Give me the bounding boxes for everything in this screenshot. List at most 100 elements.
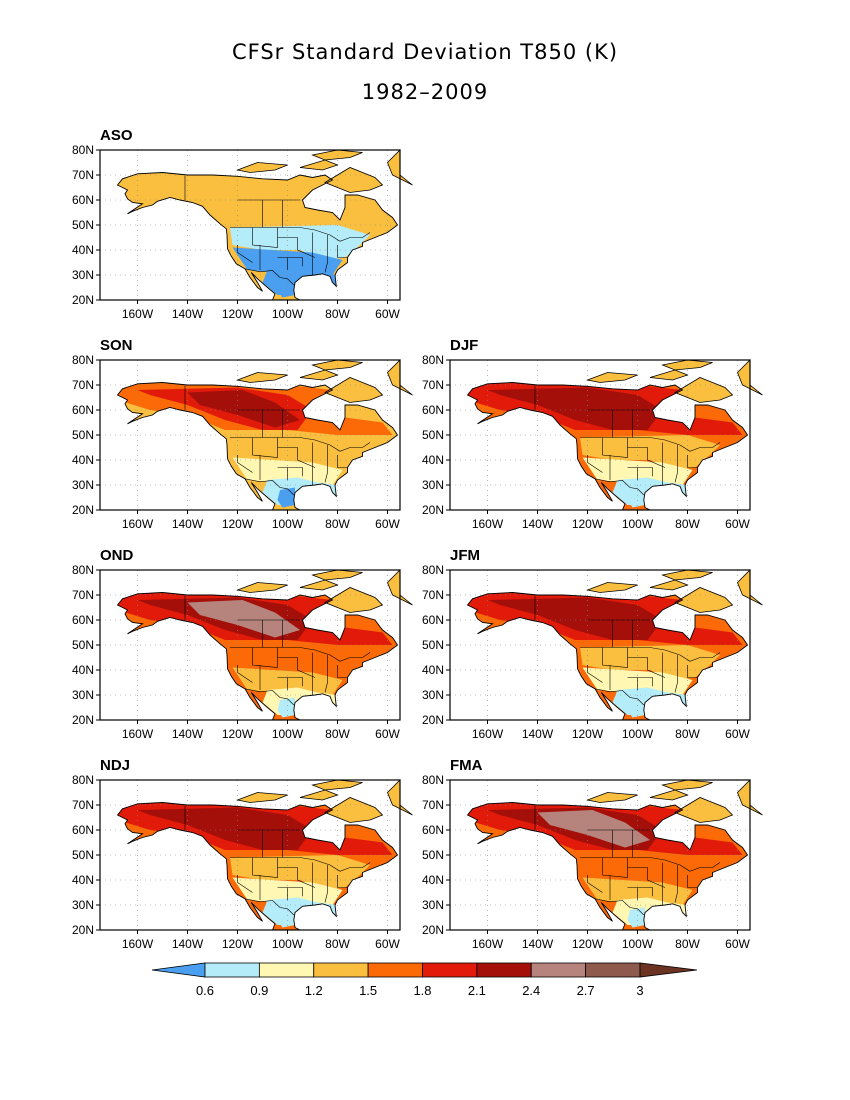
lat-tick-label: 30N xyxy=(422,688,444,702)
lat-tick-label: 50N xyxy=(422,638,444,652)
lon-tick-label: 60W xyxy=(375,307,400,321)
map-panel-fma: FMA 80N 70N 60N 50N 40N 30N 20N 160W 140W 120W 100W… xyxy=(422,757,763,951)
lon-tick-label: 140W xyxy=(172,937,204,951)
lon-tick-label: 120W xyxy=(222,937,254,951)
lon-tick-label: 120W xyxy=(222,517,254,531)
colorbar-swatch xyxy=(258,962,315,978)
colorbar-swatch xyxy=(530,962,587,978)
boundaries xyxy=(466,359,763,511)
lat-tick-label: 50N xyxy=(72,848,94,862)
lon-tick-label: 120W xyxy=(572,727,604,741)
lon-tick-label: 80W xyxy=(675,727,700,741)
panel-label: FMA xyxy=(450,757,483,774)
lon-tick-label: 140W xyxy=(172,727,204,741)
lat-tick-label: 80N xyxy=(422,563,444,577)
boundaries xyxy=(116,569,413,721)
colorbar-level-label: 1.5 xyxy=(359,983,377,998)
std-field xyxy=(117,360,413,510)
lat-tick-label: 60N xyxy=(72,193,94,207)
lon-tick-label: 120W xyxy=(222,727,254,741)
colorbar-level-label: 0.6 xyxy=(196,983,214,998)
lon-tick-label: 160W xyxy=(122,727,154,741)
lon-tick-label: 60W xyxy=(725,517,750,531)
lon-tick-label: 140W xyxy=(522,727,554,741)
panel-label: ASO xyxy=(100,127,133,144)
lat-tick-label: 60N xyxy=(422,403,444,417)
graticule xyxy=(450,570,750,720)
lon-tick-label: 160W xyxy=(122,937,154,951)
boundaries xyxy=(116,359,413,511)
lat-tick-label: 40N xyxy=(422,663,444,677)
lat-tick-label: 20N xyxy=(72,503,94,517)
lat-tick-label: 30N xyxy=(72,268,94,282)
lat-tick-label: 60N xyxy=(72,403,94,417)
lon-tick-label: 100W xyxy=(272,727,304,741)
lon-tick-label: 160W xyxy=(472,517,504,531)
lon-tick-label: 60W xyxy=(375,517,400,531)
lon-tick-label: 160W xyxy=(472,727,504,741)
colorbar-swatch xyxy=(313,962,369,978)
lon-tick-label: 160W xyxy=(122,307,154,321)
lat-tick-label: 50N xyxy=(422,428,444,442)
lat-tick-label: 70N xyxy=(422,798,444,812)
colorbar-level-label: 3 xyxy=(636,983,643,998)
lon-tick-label: 100W xyxy=(622,937,654,951)
lat-tick-label: 50N xyxy=(72,638,94,652)
lat-tick-label: 40N xyxy=(72,663,94,677)
colorbar-level-label: 2.7 xyxy=(577,983,595,998)
boundaries xyxy=(116,149,413,301)
figure-subtitle: 1982–2009 xyxy=(361,80,489,104)
panel-label: JFM xyxy=(450,547,480,564)
lat-tick-label: 80N xyxy=(72,563,94,577)
lat-tick-label: 60N xyxy=(72,823,94,837)
map-panel-ndj: NDJ 80N 70N 60N 50N 40N 30N 20N 160W 140W 120W 100W… xyxy=(72,757,413,951)
lat-tick-label: 40N xyxy=(422,453,444,467)
lat-tick-label: 40N xyxy=(72,243,94,257)
boundaries xyxy=(116,779,413,931)
lat-tick-label: 50N xyxy=(72,428,94,442)
lat-tick-label: 80N xyxy=(72,143,94,157)
lat-tick-label: 30N xyxy=(72,898,94,912)
std-field xyxy=(467,570,763,720)
map-panel-jfm: JFM 80N 70N 60N 50N 40N 30N 20N 160W 140W 120W 100W… xyxy=(422,547,763,741)
lat-tick-label: 20N xyxy=(72,923,94,937)
lat-tick-label: 80N xyxy=(72,773,94,787)
lat-tick-label: 70N xyxy=(422,588,444,602)
lon-tick-label: 100W xyxy=(272,307,304,321)
lon-tick-label: 80W xyxy=(325,307,350,321)
lon-tick-label: 60W xyxy=(375,727,400,741)
lon-tick-label: 140W xyxy=(522,937,554,951)
figure-title: CFSr Standard Deviation T850 (K) xyxy=(231,40,619,64)
colorbar-level-label: 1.8 xyxy=(413,983,431,998)
colorbar-swatch xyxy=(585,962,641,978)
lat-tick-label: 60N xyxy=(422,823,444,837)
colorbar: 0.6 0.9 1.2 1.5 1.8 2.1 2.4 2.7 3 xyxy=(151,962,698,998)
lon-tick-label: 60W xyxy=(725,937,750,951)
colorbar-high-arrow xyxy=(639,962,698,978)
colorbar-swatch xyxy=(476,962,532,978)
colorbar-swatch xyxy=(204,962,260,978)
graticule xyxy=(100,780,400,930)
colorbar-level-label: 2.4 xyxy=(522,983,540,998)
map-panel-son: SON 80N 70N 60N 50N 40N 30N 20N 160W 140W 120W 100W… xyxy=(72,337,413,531)
lon-tick-label: 80W xyxy=(325,727,350,741)
map-panel-djf: DJF 80N 70N 60N 50N 40N 30N 20N 160W 140W 120W 100W… xyxy=(422,337,763,531)
lon-tick-label: 80W xyxy=(675,937,700,951)
colorbar-swatch xyxy=(367,962,423,978)
lat-tick-label: 20N xyxy=(422,713,444,727)
lat-tick-label: 70N xyxy=(72,168,94,182)
colorbar-level-label: 1.2 xyxy=(305,983,323,998)
lat-tick-label: 30N xyxy=(72,688,94,702)
lat-tick-label: 70N xyxy=(422,378,444,392)
lat-tick-label: 30N xyxy=(422,898,444,912)
colorbar-level-label: 0.9 xyxy=(250,983,268,998)
lat-tick-label: 40N xyxy=(72,873,94,887)
lon-tick-label: 100W xyxy=(272,517,304,531)
lat-tick-label: 60N xyxy=(422,613,444,627)
panel-label: DJF xyxy=(450,337,478,354)
lat-tick-label: 40N xyxy=(72,453,94,467)
lon-tick-label: 120W xyxy=(572,517,604,531)
lat-tick-label: 70N xyxy=(72,798,94,812)
map-panel-aso: ASO 80N 70N 60N 50N 40N 30N 20N 160W 140W 120W 100W… xyxy=(72,127,413,321)
lat-tick-label: 60N xyxy=(72,613,94,627)
